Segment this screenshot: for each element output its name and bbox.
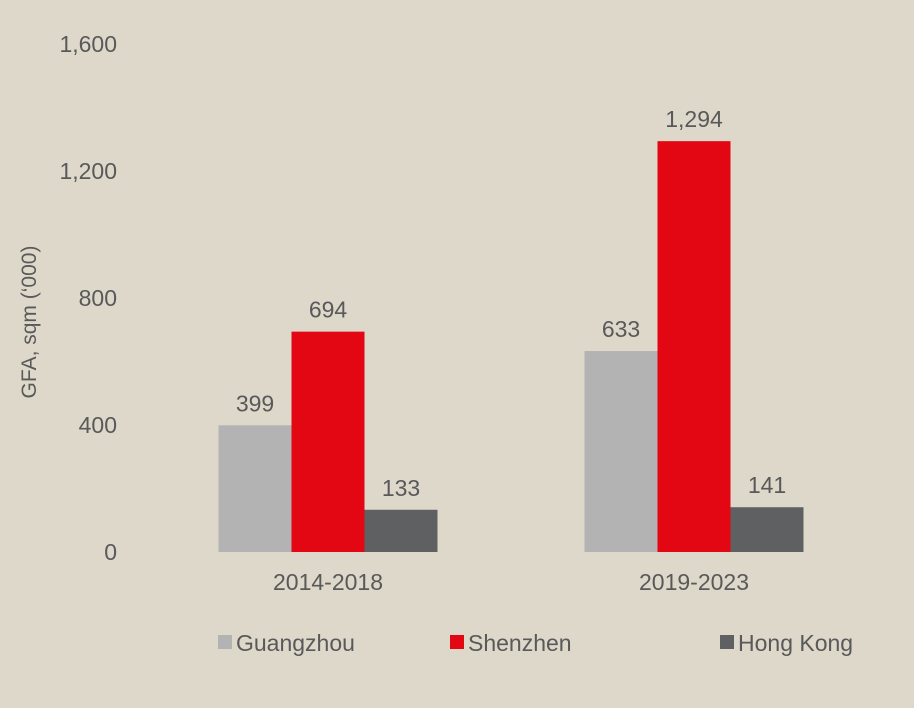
legend-label: Guangzhou bbox=[236, 630, 355, 656]
y-axis-label: GFA, sqm (‘000) bbox=[18, 246, 41, 399]
legend-label: Hong Kong bbox=[738, 630, 853, 656]
legend-swatch bbox=[720, 635, 734, 649]
bar-hong-kong-2019-2023 bbox=[730, 507, 804, 552]
bar-shenzhen-2014-2018 bbox=[291, 331, 365, 552]
legend-item-guangzhou: Guangzhou bbox=[218, 630, 355, 656]
bar-shenzhen-2019-2023 bbox=[657, 141, 731, 552]
data-label: 399 bbox=[236, 390, 274, 416]
y-axis: 0 400 800 1,200 1,600 bbox=[59, 31, 117, 565]
y-tick-label: 800 bbox=[79, 285, 117, 311]
x-tick-label: 2019-2023 bbox=[639, 569, 749, 595]
data-label: 633 bbox=[602, 316, 640, 342]
x-axis: 2014-2018 2019-2023 bbox=[273, 569, 749, 595]
bars: 399 694 133 633 1,294 141 bbox=[218, 106, 804, 552]
bar-guangzhou-2019-2023 bbox=[584, 351, 658, 552]
legend-swatch bbox=[218, 635, 232, 649]
legend-swatch bbox=[450, 635, 464, 649]
y-tick-label: 0 bbox=[104, 539, 117, 565]
legend-item-hong-kong: Hong Kong bbox=[720, 630, 853, 656]
y-tick-label: 1,200 bbox=[59, 158, 117, 184]
y-tick-label: 1,600 bbox=[59, 31, 117, 57]
x-tick-label: 2014-2018 bbox=[273, 569, 383, 595]
legend: Guangzhou Shenzhen Hong Kong bbox=[218, 630, 853, 656]
legend-label: Shenzhen bbox=[468, 630, 572, 656]
data-label: 694 bbox=[309, 297, 348, 323]
bar-guangzhou-2014-2018 bbox=[218, 425, 292, 552]
data-label: 1,294 bbox=[665, 106, 723, 132]
data-label: 141 bbox=[748, 472, 786, 498]
bar-hong-kong-2014-2018 bbox=[364, 509, 438, 552]
legend-item-shenzhen: Shenzhen bbox=[450, 630, 572, 656]
data-label: 133 bbox=[382, 475, 420, 501]
y-tick-label: 400 bbox=[79, 412, 117, 438]
